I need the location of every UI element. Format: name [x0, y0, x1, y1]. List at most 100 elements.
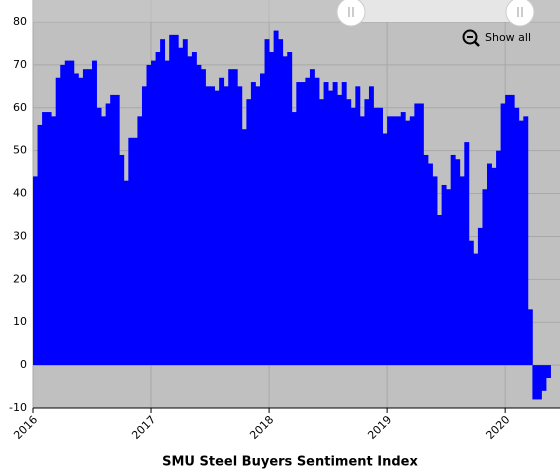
area-step	[101, 116, 107, 366]
area-step	[60, 64, 66, 366]
area-step	[178, 47, 184, 366]
area-step	[255, 86, 261, 366]
area-step	[46, 112, 52, 366]
area-step	[82, 69, 88, 366]
area-step	[210, 86, 215, 366]
area-step	[314, 77, 320, 366]
area-step	[96, 107, 102, 366]
area-step	[541, 365, 547, 391]
area-step	[114, 94, 120, 366]
area-step	[64, 60, 70, 366]
area-step	[219, 77, 225, 366]
area-step	[319, 99, 324, 366]
area-step	[164, 60, 170, 366]
area-step	[228, 69, 234, 366]
area-step	[382, 133, 388, 366]
area-step	[33, 176, 38, 366]
area-step	[260, 73, 265, 366]
area-step	[328, 90, 334, 366]
x-tick-label: 2018	[247, 413, 276, 442]
area-step	[187, 56, 193, 366]
area-step	[237, 86, 243, 366]
area-step	[496, 150, 502, 366]
area-step	[473, 253, 479, 366]
area-step	[155, 52, 161, 366]
area-step	[518, 120, 524, 366]
area-step	[364, 99, 370, 366]
area-step	[73, 73, 79, 366]
area-step	[137, 116, 143, 366]
area-step	[514, 107, 520, 366]
y-tick-label: 50	[13, 144, 27, 157]
y-tick-label: 30	[13, 229, 27, 242]
y-tick-label: 20	[13, 272, 27, 285]
area-step	[232, 69, 238, 366]
area-step	[378, 107, 383, 366]
area-step	[437, 215, 442, 366]
area-step	[42, 112, 48, 366]
x-tick-label: 2017	[129, 413, 158, 442]
zoom-icon	[474, 41, 480, 47]
area-step	[205, 86, 211, 366]
chart-title: SMU Steel Buyers Sentiment Index	[162, 455, 418, 470]
area-step	[264, 39, 270, 366]
area-step	[309, 69, 315, 366]
area-step	[477, 227, 483, 366]
area-step	[341, 82, 347, 366]
area-step	[87, 69, 93, 366]
area-step	[250, 82, 256, 366]
area-step	[523, 116, 529, 366]
area-step	[391, 116, 397, 366]
area-step	[450, 154, 456, 366]
area-step	[536, 365, 542, 400]
area-step	[55, 77, 61, 366]
area-step	[373, 107, 379, 366]
area-step	[105, 103, 111, 366]
y-tick-label: 40	[13, 187, 27, 200]
area-step	[196, 64, 202, 366]
area-step	[182, 39, 188, 366]
area-step	[287, 52, 293, 366]
scroll-handle-left[interactable]	[336, 0, 366, 27]
area-step	[505, 94, 511, 366]
area-step	[305, 77, 311, 366]
area-step	[296, 82, 302, 366]
area-step	[123, 180, 129, 366]
area-step	[418, 103, 424, 366]
area-step	[132, 137, 138, 366]
x-tick-label: 2019	[365, 413, 394, 442]
area-step	[110, 94, 116, 366]
area-step	[300, 82, 306, 366]
area-step	[191, 52, 197, 366]
area-step	[459, 176, 465, 366]
area-step	[396, 116, 402, 366]
area-step	[441, 184, 447, 366]
area-step	[169, 34, 175, 366]
y-tick-label: 60	[13, 101, 27, 114]
area-step	[128, 137, 134, 366]
area-step	[491, 167, 497, 366]
scrollbar-thumb[interactable]	[351, 0, 520, 22]
area-step	[160, 39, 166, 366]
area-step	[291, 112, 297, 366]
area-step	[223, 86, 229, 366]
area-step	[241, 129, 247, 366]
handle[interactable]	[336, 0, 366, 27]
show-all-label[interactable]: Show all	[485, 31, 531, 44]
area-step	[446, 189, 452, 366]
area-step	[37, 124, 43, 366]
area-step	[92, 60, 97, 366]
area-step	[119, 154, 125, 366]
area-step	[405, 120, 411, 366]
area-step	[323, 82, 329, 366]
show-all-button[interactable]: Show all	[462, 29, 532, 47]
scroll-handle-right[interactable]	[505, 0, 535, 27]
y-tick-label: 70	[13, 58, 27, 71]
handle[interactable]	[505, 0, 535, 27]
area-step	[51, 116, 57, 366]
area-step	[423, 154, 429, 366]
area-step	[427, 163, 433, 366]
area-step	[546, 365, 551, 378]
area-step	[146, 64, 152, 366]
